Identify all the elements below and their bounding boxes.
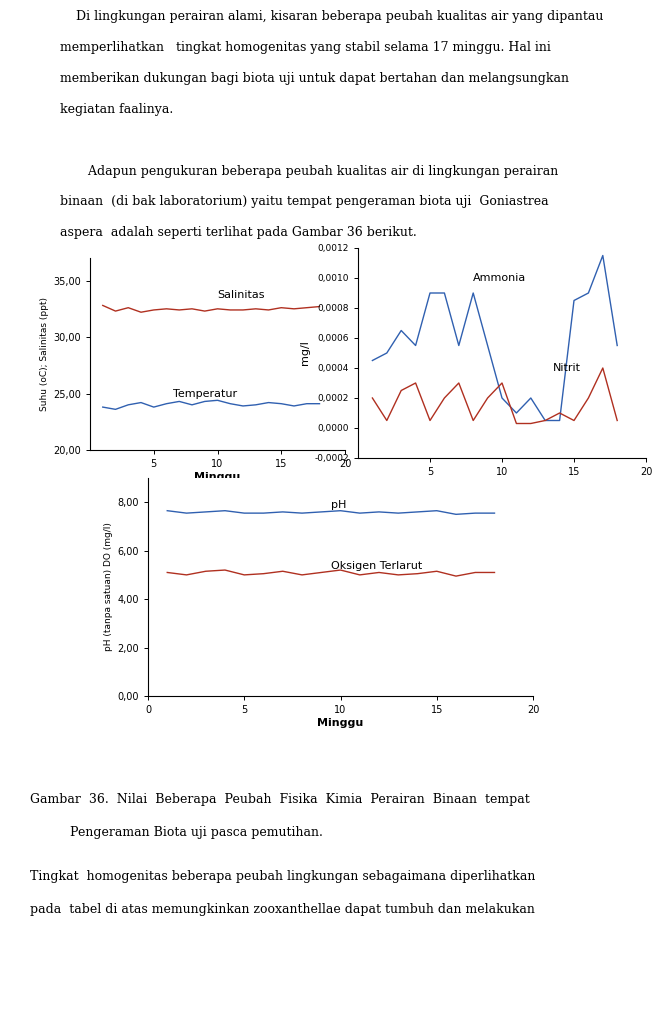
- Text: Gambar  36.  Nilai  Beberapa  Peubah  Fisika  Kimia  Perairan  Binaan  tempat: Gambar 36. Nilai Beberapa Peubah Fisika …: [30, 793, 529, 806]
- Text: Tingkat  homogenitas beberapa peubah lingkungan sebagaimana diperlihatkan: Tingkat homogenitas beberapa peubah ling…: [30, 870, 535, 883]
- Text: Oksigen Terlarut: Oksigen Terlarut: [331, 561, 422, 571]
- Text: Temperatur: Temperatur: [173, 389, 237, 399]
- Text: Di lingkungan perairan alami, kisaran beberapa peubah kualitas air yang dipantau: Di lingkungan perairan alami, kisaran be…: [60, 10, 603, 23]
- Text: pH: pH: [331, 500, 346, 510]
- Text: Nitrit: Nitrit: [552, 363, 580, 373]
- Y-axis label: mg/l: mg/l: [300, 340, 310, 365]
- Text: aspera  adalah seperti terlihat pada Gambar 36 berikut.: aspera adalah seperti terlihat pada Gamb…: [60, 227, 417, 239]
- X-axis label: Minggu: Minggu: [479, 479, 525, 490]
- Text: binaan  (di bak laboratorium) yaitu tempat pengeraman biota uji  Goniastrea: binaan (di bak laboratorium) yaitu tempa…: [60, 196, 549, 208]
- Text: Adapun pengukuran beberapa peubah kualitas air di lingkungan perairan: Adapun pengukuran beberapa peubah kualit…: [60, 165, 558, 177]
- Text: pada  tabel di atas memungkinkan zooxanthellae dapat tumbuh dan melakukan: pada tabel di atas memungkinkan zooxanth…: [30, 903, 535, 916]
- Text: Ammonia: Ammonia: [474, 273, 526, 282]
- Text: kegiatan faalinya.: kegiatan faalinya.: [60, 103, 173, 115]
- Text: memberikan dukungan bagi biota uji untuk dapat bertahan dan melangsungkan: memberikan dukungan bagi biota uji untuk…: [60, 72, 569, 85]
- Text: Salinitas: Salinitas: [218, 290, 265, 300]
- X-axis label: Minggu: Minggu: [194, 472, 240, 481]
- Y-axis label: pH (tanpa satuan) DO (mg/l): pH (tanpa satuan) DO (mg/l): [104, 523, 113, 652]
- Y-axis label: Suhu (oC); Salinitas (ppt): Suhu (oC); Salinitas (ppt): [40, 297, 49, 411]
- X-axis label: Minggu: Minggu: [318, 718, 364, 728]
- Text: Pengeraman Biota uji pasca pemutihan.: Pengeraman Biota uji pasca pemutihan.: [30, 826, 323, 839]
- Text: memperlihatkan   tingkat homogenitas yang stabil selama 17 minggu. Hal ini: memperlihatkan tingkat homogenitas yang …: [60, 41, 551, 54]
